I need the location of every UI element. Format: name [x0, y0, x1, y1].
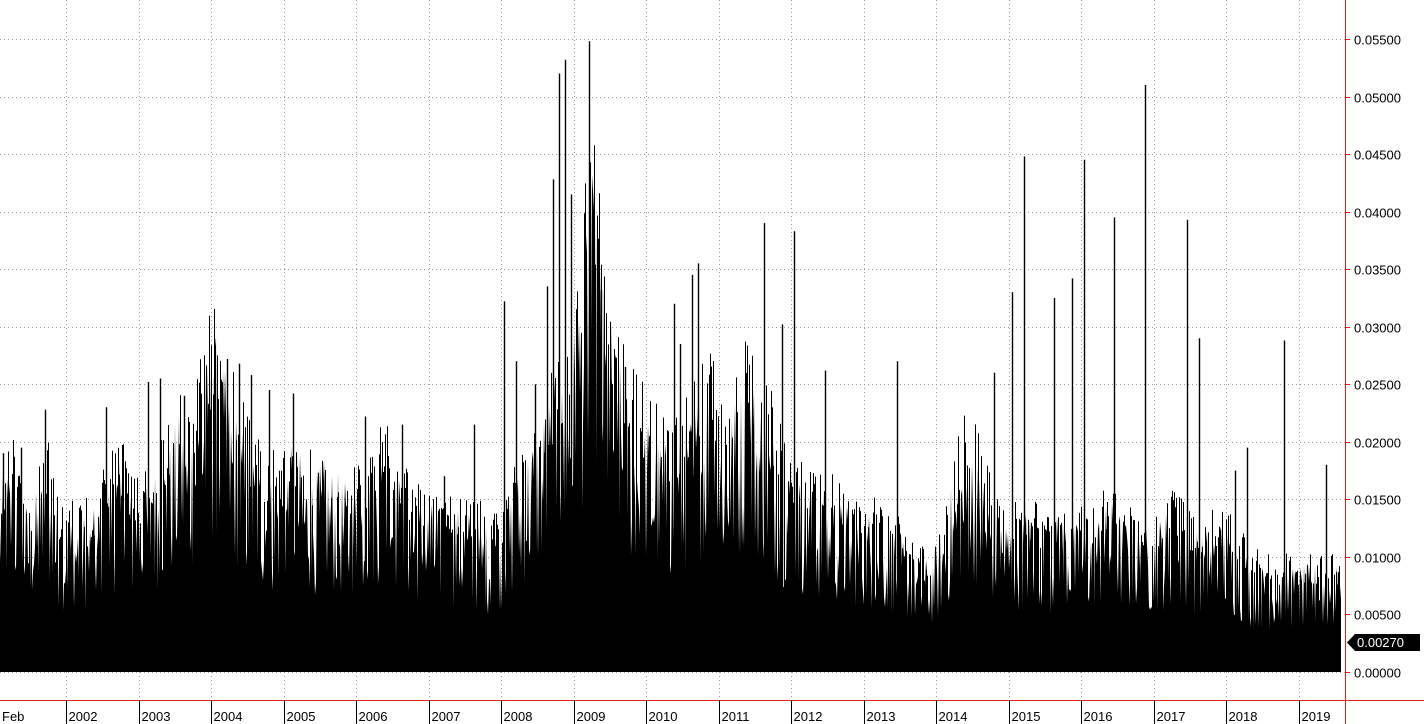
x-tick-label: 2009: [577, 709, 606, 724]
y-tick-label: 0.02000: [1354, 436, 1401, 451]
data-bars: [0, 41, 1341, 672]
x-tick-label: 2014: [939, 709, 968, 724]
x-tick-label: 2013: [867, 709, 896, 724]
last-value-label: 0.00270: [1357, 635, 1404, 650]
last-value-marker-bg: [1347, 634, 1420, 651]
x-tick-label: 2018: [1229, 709, 1258, 724]
x-tick-label: 2016: [1084, 709, 1113, 724]
x-tick-label: 2015: [1012, 709, 1041, 724]
x-tick-label: 2005: [287, 709, 316, 724]
x-tick-label: 2004: [214, 709, 243, 724]
y-tick-label: 0.01000: [1354, 551, 1401, 566]
x-axis-ticks: Feb 2002 2003 2004 2005 2006 2007 2008 2009 2010 2…: [2, 700, 1330, 724]
x-tick-label: 2011: [722, 709, 750, 724]
x-tick-label: 2003: [142, 709, 171, 724]
x-tick-label: 2017: [1157, 709, 1186, 724]
y-tick-label: 0.03000: [1354, 321, 1401, 336]
x-tick-label: 2012: [794, 709, 823, 724]
x-tick-label: 2008: [504, 709, 533, 724]
x-tick-label: 2019: [1302, 709, 1331, 724]
x-tick-label: 2002: [69, 709, 98, 724]
y-tick-label: 0.05000: [1354, 91, 1401, 106]
last-value-marker: 0.00270: [1347, 634, 1420, 651]
volatility-bars-mass: [0, 175, 1341, 672]
y-tick-label: 0.04000: [1354, 206, 1401, 221]
y-tick-label: 0.02500: [1354, 378, 1401, 393]
y-tick-label: 0.05500: [1354, 33, 1401, 48]
y-tick-label: 0.03500: [1354, 263, 1401, 278]
x-tick-label: Feb: [2, 709, 24, 724]
x-tick-label: 2007: [432, 709, 461, 724]
y-tick-label: 0.00500: [1354, 608, 1401, 623]
y-tick-label: 0.01500: [1354, 493, 1401, 508]
y-tick-label: 0.04500: [1354, 148, 1401, 163]
x-tick-label: 2010: [649, 709, 678, 724]
y-tick-label: 0.00000: [1354, 666, 1401, 681]
x-tick-label: 2006: [359, 709, 388, 724]
y-axis-ticks: 0.00000 0.00500 0.01000 0.01500 0.02000 0.025…: [1345, 33, 1401, 681]
